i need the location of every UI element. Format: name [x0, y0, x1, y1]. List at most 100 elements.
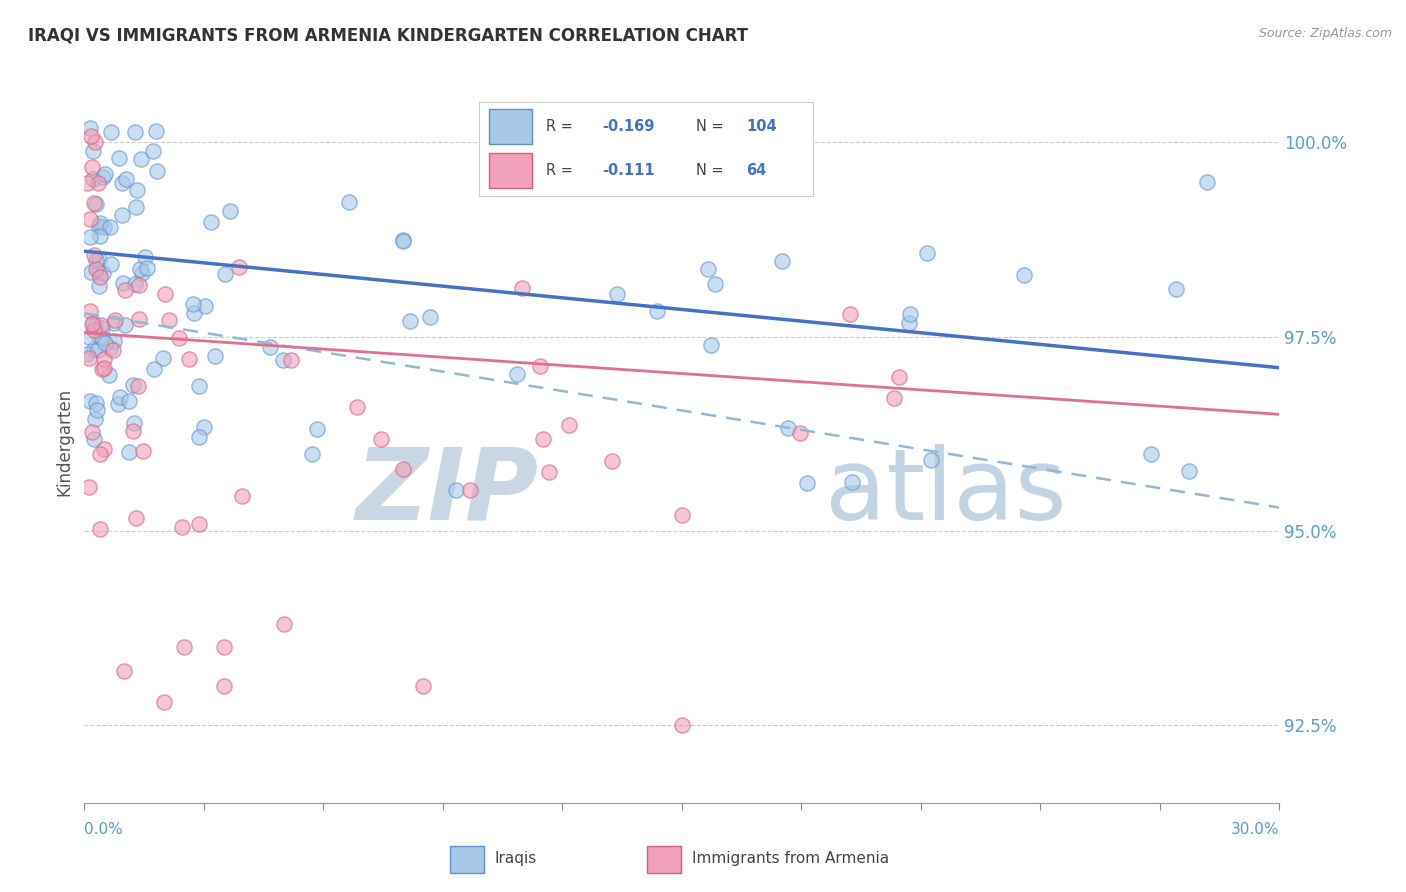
Point	[94, 335, 117, 350]
Point	[76, 176, 98, 190]
Point	[177, 351, 200, 366]
Point	[79, 121, 101, 136]
Point	[132, 444, 155, 458]
Point	[214, 268, 236, 282]
Point	[125, 511, 148, 525]
Point	[458, 483, 481, 498]
Point	[204, 349, 226, 363]
Point	[128, 278, 150, 293]
Text: IRAQI VS IMMIGRANTS FROM ARMENIA KINDERGARTEN CORRELATION CHART: IRAQI VS IMMIGRANTS FROM ARMENIA KINDERG…	[28, 27, 748, 45]
Point	[134, 250, 156, 264]
Point	[883, 391, 905, 405]
Point	[212, 679, 235, 693]
Point	[606, 287, 628, 301]
Point	[152, 351, 174, 365]
Point	[145, 163, 167, 178]
Point	[79, 211, 101, 226]
Point	[83, 432, 105, 446]
Point	[444, 483, 467, 497]
Point	[108, 390, 131, 404]
Point	[194, 299, 217, 313]
Bar	[450, 847, 484, 873]
Point	[100, 257, 122, 271]
Point	[80, 317, 103, 331]
Point	[80, 264, 103, 278]
Point	[111, 208, 134, 222]
Point	[107, 397, 129, 411]
Point	[124, 125, 146, 139]
Point	[889, 369, 911, 384]
Point	[273, 617, 295, 632]
Point	[93, 361, 115, 376]
Point	[920, 453, 942, 467]
Point	[84, 197, 107, 211]
Point	[142, 144, 165, 158]
Point	[114, 283, 136, 297]
Point	[671, 718, 693, 732]
Point	[305, 422, 328, 436]
Point	[90, 362, 112, 376]
Point	[337, 195, 360, 210]
Point	[346, 401, 368, 415]
Point	[127, 378, 149, 392]
Point	[157, 312, 180, 326]
Point	[98, 220, 121, 235]
Point	[89, 269, 111, 284]
Point	[98, 341, 121, 355]
Point	[82, 316, 104, 330]
Point	[84, 136, 107, 150]
Point	[671, 508, 693, 523]
Point	[89, 216, 111, 230]
Point	[531, 433, 554, 447]
Point	[89, 228, 111, 243]
Point	[280, 352, 302, 367]
Point	[93, 442, 115, 457]
Point	[91, 169, 114, 184]
Text: 0.0%: 0.0%	[84, 822, 124, 838]
Point	[89, 219, 111, 234]
Point	[112, 664, 135, 678]
Point	[83, 247, 105, 261]
Point	[90, 318, 112, 333]
Point	[188, 430, 211, 444]
Point	[100, 125, 122, 139]
Point	[200, 215, 222, 229]
Point	[83, 322, 105, 336]
Point	[79, 394, 101, 409]
Point	[89, 522, 111, 536]
Point	[370, 433, 392, 447]
Point	[181, 297, 204, 311]
Point	[412, 679, 434, 693]
Point	[172, 519, 194, 533]
Point	[87, 252, 110, 267]
Point	[505, 368, 527, 382]
Point	[900, 307, 922, 321]
Point	[392, 461, 415, 475]
Point	[273, 353, 295, 368]
Point	[193, 420, 215, 434]
Point	[101, 343, 124, 357]
Point	[770, 253, 793, 268]
Point	[84, 396, 107, 410]
Point	[183, 306, 205, 320]
Point	[94, 168, 117, 182]
Point	[1139, 447, 1161, 461]
Point	[129, 262, 152, 277]
Text: Immigrants from Armenia: Immigrants from Armenia	[692, 851, 889, 866]
Point	[93, 352, 115, 367]
Point	[231, 489, 253, 503]
Text: atlas: atlas	[825, 443, 1067, 541]
Point	[91, 330, 114, 344]
Point	[419, 310, 441, 325]
Point	[87, 278, 110, 293]
Point	[1014, 268, 1036, 282]
Point	[703, 277, 725, 292]
Point	[125, 183, 148, 197]
Point	[1197, 176, 1219, 190]
Point	[77, 480, 100, 494]
Point	[79, 230, 101, 244]
Point	[399, 313, 422, 327]
Point	[796, 475, 818, 490]
Point	[91, 320, 114, 334]
Point	[82, 160, 104, 174]
